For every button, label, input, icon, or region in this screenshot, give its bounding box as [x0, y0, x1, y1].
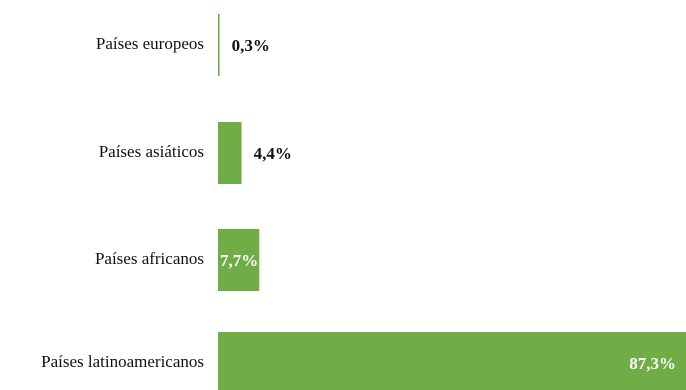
category-label-4: Países latinoamericanos [41, 352, 204, 371]
value-label-1: 0,3% [232, 36, 270, 55]
value-label-3: 7,7% [220, 251, 258, 270]
value-label-2: 4,4% [254, 144, 292, 163]
bar-4 [218, 332, 686, 390]
category-label-2: Países asiáticos [99, 142, 204, 161]
bar-2 [218, 122, 242, 184]
value-label-4: 87,3% [629, 354, 676, 373]
category-label-3: Países africanos [95, 249, 204, 268]
category-label-1: Países europeos [96, 34, 204, 53]
bar-1 [218, 14, 220, 76]
bar-3 [218, 229, 260, 291]
